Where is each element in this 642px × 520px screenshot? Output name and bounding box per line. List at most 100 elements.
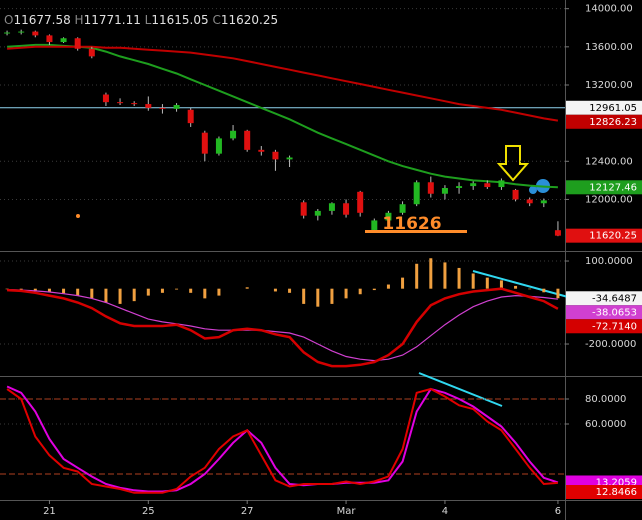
- value-box-label: 13.2059: [596, 477, 637, 488]
- histogram-bar: [273, 288, 277, 292]
- candle-body: [554, 230, 561, 236]
- histogram-bar: [514, 285, 518, 289]
- candle-body: [441, 188, 448, 194]
- series-line: [7, 43, 558, 189]
- histogram-bar: [62, 288, 66, 294]
- x-tick-label: 27: [241, 506, 254, 517]
- x-tick-label: 4: [442, 506, 448, 517]
- value-box-label: 12.8466: [596, 487, 637, 498]
- series-line: [7, 45, 559, 122]
- candle-body: [46, 35, 53, 43]
- histogram-bar: [146, 288, 150, 296]
- ohlc-value: 11771.11: [84, 13, 141, 27]
- value-box: [566, 319, 642, 334]
- candle-body: [145, 104, 152, 108]
- candle-body: [484, 183, 491, 188]
- candle-body: [498, 180, 505, 188]
- histogram-bar: [556, 288, 560, 299]
- value-box-label: 12961.05: [589, 103, 637, 114]
- histogram-bar: [33, 288, 37, 291]
- histogram-bar: [5, 288, 9, 290]
- ohlc-label: O: [4, 13, 13, 27]
- ohlc-header: O11677.58 H11771.11 L11615.05 C11620.25: [4, 13, 278, 27]
- value-box: [566, 114, 642, 129]
- value-box: [566, 228, 642, 243]
- candle-body: [328, 203, 335, 211]
- series-line: [7, 287, 559, 368]
- value-box: [566, 291, 642, 306]
- histogram-bar: [429, 258, 433, 289]
- ohlc-value: 11620.25: [221, 13, 278, 27]
- candle-body: [470, 183, 477, 187]
- histogram-bar: [90, 288, 94, 299]
- marker-dot: [76, 214, 80, 218]
- candle-body: [32, 31, 39, 36]
- histogram-bar: [175, 288, 179, 290]
- candle-body: [187, 109, 194, 124]
- histogram-bar: [386, 284, 390, 289]
- histogram-bar: [443, 262, 447, 289]
- candle-body: [427, 182, 434, 194]
- candle-body: [272, 151, 279, 160]
- value-box: [566, 100, 642, 115]
- histogram-bar: [542, 288, 546, 293]
- histogram-bar: [245, 287, 249, 289]
- y-tick-label: 12000.00: [585, 194, 633, 205]
- histogram-bar: [528, 288, 532, 290]
- y-tick-label: 100.0000: [585, 256, 633, 267]
- value-box-label: 12127.46: [589, 182, 637, 193]
- candle-body: [526, 199, 533, 204]
- candle-body: [117, 102, 124, 104]
- x-tick-label: 6: [555, 506, 561, 517]
- arrow-marker: [496, 145, 530, 182]
- histogram-bar: [415, 263, 419, 289]
- histogram-bar: [160, 288, 164, 293]
- candle-body: [173, 105, 180, 109]
- histogram-bar: [499, 280, 503, 289]
- candle-body: [314, 210, 321, 216]
- candle-body: [18, 31, 25, 33]
- candle-body: [201, 132, 208, 154]
- histogram-bar: [288, 288, 292, 293]
- histogram-bar: [47, 288, 51, 293]
- histogram-bar: [358, 288, 362, 295]
- ohlc-label: H: [75, 13, 84, 27]
- ohlc-value: 11615.05: [151, 13, 208, 27]
- series-line: [6, 385, 559, 493]
- value-box-label: -72.7140: [592, 321, 637, 332]
- x-tick-label: 25: [142, 506, 155, 517]
- histogram-bar: [401, 277, 405, 289]
- histogram-bar: [344, 288, 348, 299]
- series-line: [6, 387, 558, 494]
- candle-body: [74, 38, 81, 49]
- x-tick-label: Mar: [337, 506, 357, 517]
- candle-body: [4, 32, 11, 34]
- candle-body: [286, 157, 293, 160]
- value-box: [566, 305, 642, 320]
- candle-body: [343, 203, 350, 215]
- candle-body: [159, 107, 166, 109]
- histogram-bar: [471, 273, 475, 289]
- candle-body: [230, 130, 237, 139]
- histogram-bar: [118, 288, 122, 304]
- candle-body: [60, 38, 67, 43]
- histogram-bar: [372, 288, 376, 291]
- histogram-bar: [316, 288, 320, 307]
- x-tick-label: 21: [43, 506, 56, 517]
- candle-body: [258, 149, 265, 152]
- value-box: [566, 180, 642, 195]
- histogram-bar: [330, 288, 334, 304]
- trend-line: [472, 270, 569, 298]
- value-box-label: -34.6487: [592, 293, 637, 304]
- histogram-bar: [485, 277, 489, 289]
- value-box-label: 11620.25: [589, 231, 637, 242]
- histogram-bar: [19, 288, 23, 290]
- histogram-bar: [132, 288, 136, 302]
- p-marker-dot: [529, 186, 537, 194]
- value-box-label: -38.0653: [592, 307, 637, 318]
- histogram-bar: [203, 288, 207, 299]
- ohlc-value: 11677.58: [13, 13, 70, 27]
- y-tick-label: 12400.00: [585, 156, 633, 167]
- y-tick-label: 13200.00: [585, 80, 633, 91]
